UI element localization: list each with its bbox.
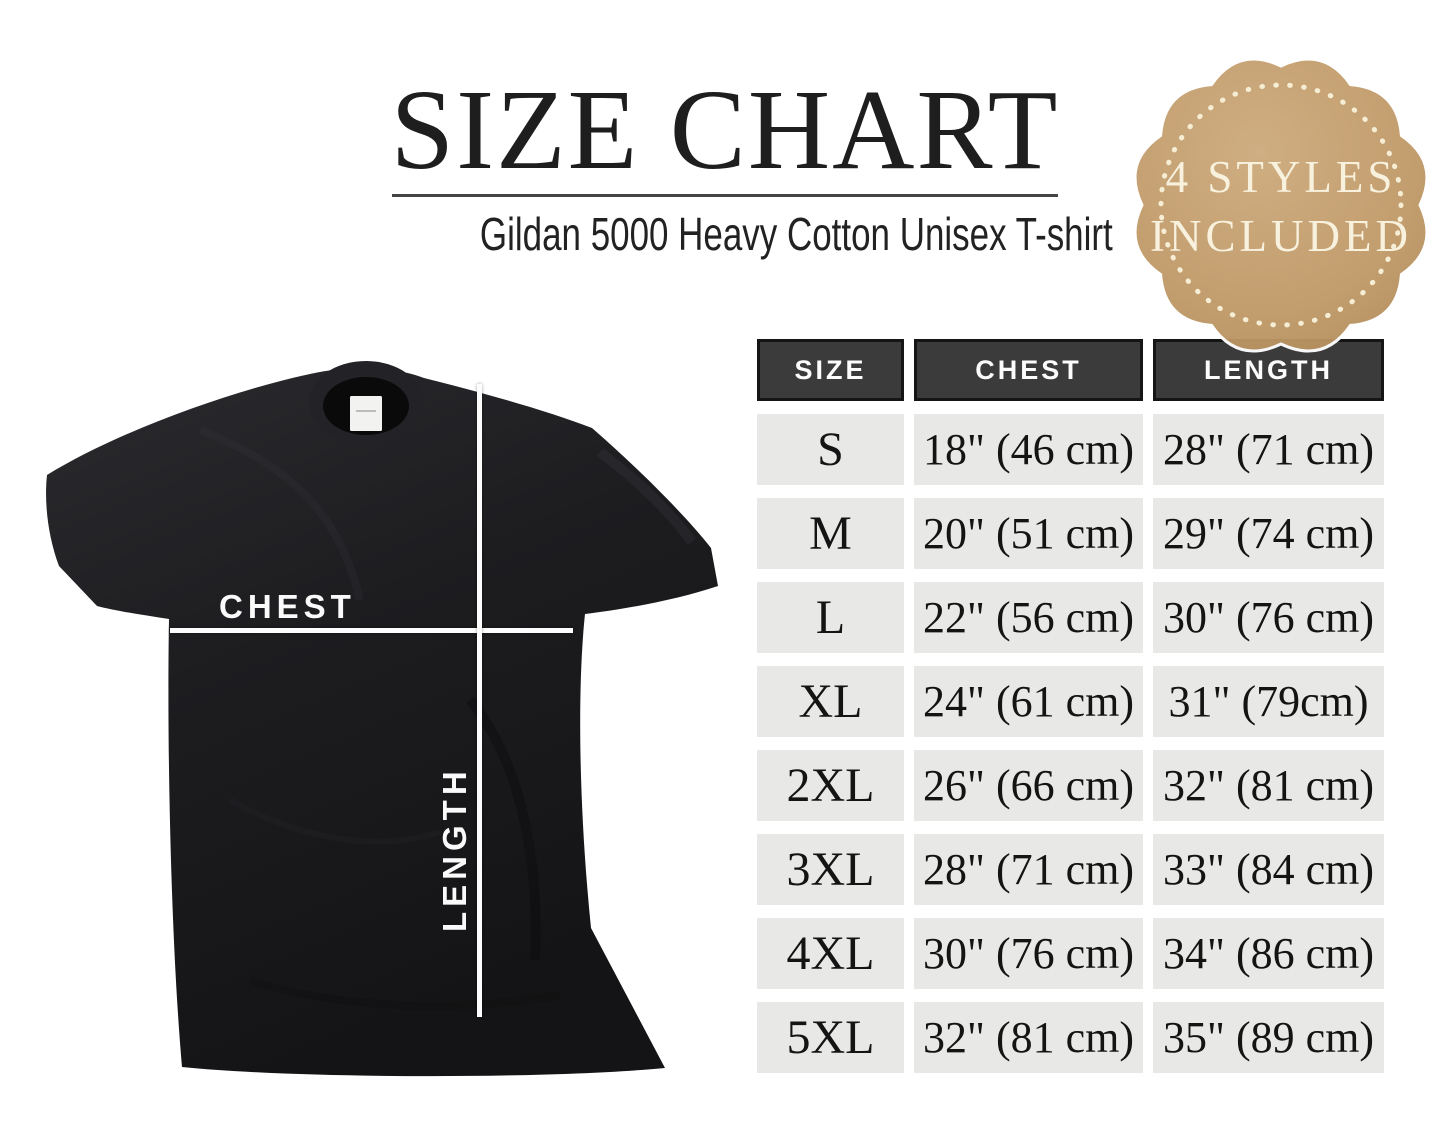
subtitle-text: Gildan 5000 Heavy Cotton Unisex T-shirt [479, 208, 1113, 260]
cell-chest: 22" (56 cm) [914, 582, 1143, 653]
collar-tag [350, 396, 382, 431]
collar-stitches [355, 390, 375, 396]
cell-length: 29" (74 cm) [1153, 498, 1384, 569]
cell-length: 31" (79cm) [1153, 666, 1384, 737]
cell-chest: 28" (71 cm) [914, 834, 1143, 905]
length-measure-line [477, 384, 482, 1017]
cell-size: S [757, 414, 904, 485]
styles-badge-seal-icon: 4 STYLES INCLUDED [1133, 57, 1429, 353]
cell-chest: 32" (81 cm) [914, 1002, 1143, 1073]
cell-size: M [757, 498, 904, 569]
chest-measure-line [170, 628, 573, 633]
cell-size: 4XL [757, 918, 904, 989]
cell-size: 3XL [757, 834, 904, 905]
cell-size: L [757, 582, 904, 653]
cell-chest: 20" (51 cm) [914, 498, 1143, 569]
cell-length: 35" (89 cm) [1153, 1002, 1384, 1073]
size-table: SIZE CHEST LENGTH S 18" (46 cm) 28" (71 … [757, 339, 1384, 1073]
cell-length: 33" (84 cm) [1153, 834, 1384, 905]
column-header-size: SIZE [757, 339, 904, 401]
header: SIZE CHART Gildan 5000 Heavy Cotton Unis… [380, 66, 1113, 261]
page-subtitle: Gildan 5000 Heavy Cotton Unisex T-shirt [380, 207, 1113, 261]
cell-size: XL [757, 666, 904, 737]
length-label: LENGTH [436, 766, 473, 932]
cell-length: 30" (76 cm) [1153, 582, 1384, 653]
cell-length: 32" (81 cm) [1153, 750, 1384, 821]
cell-chest: 30" (76 cm) [914, 918, 1143, 989]
tshirt-wrinkles [198, 426, 697, 1010]
badge-text-line2: INCLUDED [1150, 211, 1412, 261]
cell-length: 34" (86 cm) [1153, 918, 1384, 989]
cell-size: 2XL [757, 750, 904, 821]
title-underline [392, 194, 1058, 197]
cell-length: 28" (71 cm) [1153, 414, 1384, 485]
column-header-chest: CHEST [914, 339, 1143, 401]
chest-label: CHEST [219, 588, 356, 625]
seal-shape [1133, 57, 1429, 353]
seal-dotted-ring [1158, 82, 1404, 328]
badge-text-line1: 4 STYLES [1166, 152, 1397, 202]
cell-chest: 26" (66 cm) [914, 750, 1143, 821]
cell-size: 5XL [757, 1002, 904, 1073]
tshirt-body [46, 368, 719, 1077]
page-title: SIZE CHART [390, 66, 1060, 193]
cell-chest: 18" (46 cm) [914, 414, 1143, 485]
cell-chest: 24" (61 cm) [914, 666, 1143, 737]
